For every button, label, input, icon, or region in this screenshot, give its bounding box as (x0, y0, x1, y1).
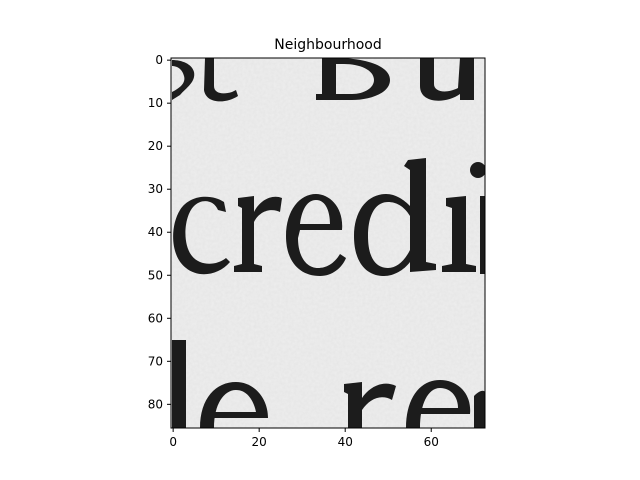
glyph-i-stem (442, 196, 476, 272)
axes-frame (170, 57, 486, 429)
glyph-edge-bottom-right (474, 390, 485, 428)
glyph-c (173, 196, 230, 275)
glyph-e-bottom (200, 382, 268, 428)
x-axis-ticks: 0 20 40 60 (169, 428, 439, 449)
y-tick-label: 40 (148, 225, 163, 239)
y-axis-ticks: 0 10 20 30 40 50 60 70 80 (148, 53, 171, 411)
glyph-e-bottom-2 (406, 380, 471, 428)
glyph-t-top (204, 58, 238, 102)
glyph-r-bottom (344, 382, 396, 428)
y-tick-label: 10 (148, 96, 163, 110)
glyph-row-top (172, 58, 474, 102)
y-tick-label: 0 (155, 53, 163, 67)
x-tick-label: 60 (424, 435, 439, 449)
heatmap-image (171, 58, 485, 428)
y-tick-label: 20 (148, 139, 163, 153)
glyph-l (172, 340, 186, 428)
glyph-e (286, 194, 346, 276)
glyph-u-top (420, 58, 474, 101)
glyph-i-dot (470, 162, 485, 178)
glyph-d (354, 158, 436, 276)
glyph-row-middle (173, 158, 485, 276)
chart-title: Neighbourhood (274, 37, 381, 53)
glyph-B-top (316, 58, 390, 100)
x-tick-label: 20 (252, 435, 267, 449)
glyph-r (234, 196, 282, 272)
paper-noise (171, 58, 485, 428)
y-tick-label: 60 (148, 311, 163, 325)
y-tick-label: 50 (148, 268, 163, 282)
y-tick-label: 30 (148, 182, 163, 196)
glyph-edge-right (480, 196, 485, 274)
glyph-row-bottom (172, 340, 485, 428)
y-tick-label: 70 (148, 354, 163, 368)
x-tick-label: 40 (338, 435, 353, 449)
glyph-s-top (172, 60, 195, 100)
x-tick-label: 0 (169, 435, 177, 449)
y-tick-label: 80 (148, 397, 163, 411)
